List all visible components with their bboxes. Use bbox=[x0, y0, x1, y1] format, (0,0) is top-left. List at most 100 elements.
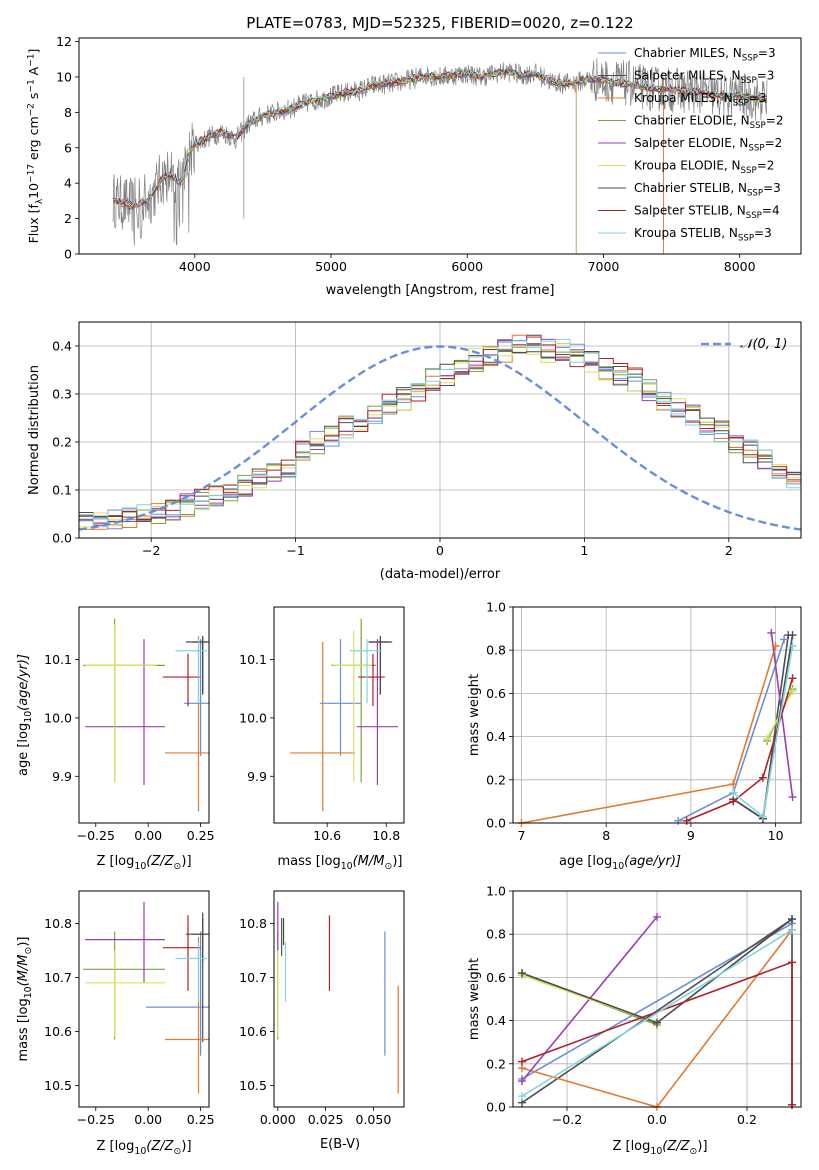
x-axis-label-part: 10 bbox=[650, 1146, 662, 1157]
weight-line-salpeter-miles bbox=[521, 918, 793, 1104]
x-axis-label-part: age [log bbox=[559, 854, 612, 869]
y-tick-label: 0.8 bbox=[486, 927, 506, 942]
x-tick-label: 10 bbox=[768, 828, 784, 843]
x-axis-label: E(B-V) bbox=[320, 1137, 360, 1152]
x-tick-label: 0.25 bbox=[187, 1112, 215, 1127]
x-axis-label-part: (Z/Z bbox=[146, 1139, 174, 1154]
plus-marker bbox=[788, 793, 797, 802]
legend-label-part: SSP bbox=[750, 121, 766, 131]
axes-age-vs-mass: 10.6 10.8 9.9 10.0 10.1 mass [log10​(M/M⊙​)] bbox=[239, 606, 405, 872]
y-axis-label-part: −17 bbox=[26, 164, 36, 183]
x-axis-label-part: 10 bbox=[341, 861, 353, 872]
legend-label: Kroupa STELIB, NSSP​=3 bbox=[634, 226, 772, 244]
x-axis-label-part: ⊙ bbox=[690, 1146, 698, 1157]
x-tick-label: 7 bbox=[517, 828, 525, 843]
legend-label-part: SSP bbox=[738, 234, 754, 244]
x-axis-label-part: )] bbox=[181, 854, 191, 869]
model-line-kroupa-stelib bbox=[113, 67, 767, 207]
x-axis-label-part: Z [log bbox=[96, 854, 134, 869]
legend-label-part: Salpeter ELODIE, N bbox=[634, 136, 748, 150]
plus-marker bbox=[780, 635, 789, 644]
x-axis-label-part: 10 bbox=[612, 861, 624, 872]
y-tick-label: 10.0 bbox=[239, 710, 267, 725]
axes-frame bbox=[78, 37, 802, 255]
y-axis-label-part: λ bbox=[35, 198, 45, 204]
legend-label-part: Chabrier ELODIE, N bbox=[634, 114, 750, 128]
x-axis-label: Z [log10​(Z/Z⊙​)] bbox=[96, 854, 191, 872]
legend-label: 𝒩(0, 1) bbox=[740, 337, 787, 352]
plot-area-age-vs-Z bbox=[83, 618, 209, 812]
legend-label-part: SSP bbox=[733, 99, 749, 109]
legend-label-part: =2 bbox=[766, 114, 784, 128]
axes-spectrum: 4000 5000 6000 7000 8000 0 2 4 6 8 10 12 PLATE=0783,… bbox=[26, 14, 802, 298]
axes-frame bbox=[78, 606, 210, 824]
plus-marker bbox=[674, 816, 683, 825]
y-axis-label-part: 10 bbox=[23, 711, 34, 723]
plus-marker bbox=[767, 628, 776, 637]
y-axis-label: Normed distribution bbox=[27, 365, 42, 495]
legend-label: Salpeter MILES, NSSP​=3 bbox=[634, 69, 774, 87]
weight-line-chabrier-miles bbox=[677, 639, 785, 822]
histogram-kroupa-stelib bbox=[79, 339, 801, 528]
y-tick-label: 10.5 bbox=[44, 1078, 72, 1093]
legend-label-part: Kroupa MILES, N bbox=[634, 91, 733, 105]
legend-label-part: SSP bbox=[741, 166, 757, 176]
y-tick-label: 0.0 bbox=[486, 816, 506, 831]
y-tick-label: 10.7 bbox=[239, 970, 267, 985]
y-axis-label: Flux [fλ​10−17​ erg cm−2​ s−1​ A−1​] bbox=[26, 49, 45, 244]
y-tick-label: 10 bbox=[56, 69, 72, 84]
plus-marker bbox=[788, 915, 796, 924]
y-axis-label-part: )] bbox=[16, 937, 31, 947]
y-tick-label: 10.6 bbox=[239, 1024, 267, 1039]
axes-weight-vs-age: 7 8 9 10 0.0 0.2 0.4 0.6 0.8 1.0 age [log10​(age/y… bbox=[467, 600, 802, 872]
axes-frame bbox=[273, 890, 405, 1108]
y-tick-label: 10.7 bbox=[44, 970, 72, 985]
x-tick-label: 0.0 bbox=[647, 1112, 667, 1127]
plus-marker bbox=[788, 958, 796, 967]
weight-line-kroupa-miles bbox=[521, 929, 793, 1107]
y-axis-label-part: erg cm bbox=[26, 116, 41, 164]
y-tick-label: 0.2 bbox=[52, 435, 72, 450]
y-tick-label: 10.8 bbox=[239, 916, 267, 931]
y-axis-label-part: (age/yr)] bbox=[16, 654, 31, 711]
y-tick-label: 12 bbox=[56, 34, 72, 49]
x-tick-label: 7000 bbox=[588, 259, 620, 274]
x-axis-label-part: )] bbox=[181, 1139, 191, 1154]
plus-marker bbox=[788, 1100, 796, 1109]
plus-marker bbox=[788, 631, 797, 640]
legend-label-part: =2 bbox=[765, 136, 783, 150]
x-axis-label-part: 10 bbox=[134, 861, 146, 872]
x-tick-label: 0.25 bbox=[187, 828, 215, 843]
plus-marker bbox=[788, 674, 797, 683]
y-tick-label: 10.6 bbox=[44, 1024, 72, 1039]
y-tick-label: 0.0 bbox=[486, 1100, 506, 1115]
y-tick-label: 0.4 bbox=[486, 1013, 506, 1028]
axes-weight-vs-Z: −0.2 0.0 0.2 0.0 0.2 0.4 0.6 0.8 1.0 Z [log10​(Z/… bbox=[467, 884, 802, 1157]
axes-mass-vs-Z: −0.25 0.00 0.25 10.5 10.6 10.7 10.8 Z [log10​(Z… bbox=[16, 890, 215, 1157]
legend-label: Chabrier MILES, NSSP​=3 bbox=[634, 46, 776, 64]
y-tick-label: 6 bbox=[64, 140, 72, 155]
weight-line-salpeter-miles bbox=[732, 634, 790, 821]
axes-frame bbox=[512, 606, 802, 824]
y-tick-label: 9.9 bbox=[247, 769, 267, 784]
y-tick-label: 1.0 bbox=[486, 600, 506, 615]
y-tick-label: 0.2 bbox=[486, 1056, 506, 1071]
plus-marker bbox=[788, 687, 797, 696]
x-axis-label-part: )] bbox=[697, 1139, 707, 1154]
x-axis-label-part: ⊙ bbox=[174, 861, 182, 872]
legend-label-part: SSP bbox=[748, 144, 764, 154]
x-tick-label: −2 bbox=[142, 543, 160, 558]
x-axis-label: (data-model)/error bbox=[380, 567, 501, 582]
y-axis-label-part: 10 bbox=[23, 986, 34, 998]
plus-marker bbox=[653, 912, 661, 921]
y-tick-label: 0.1 bbox=[52, 483, 72, 498]
legend-label-part: =4 bbox=[762, 204, 780, 218]
plus-marker bbox=[771, 641, 780, 650]
weight-line-salpeter-stelib bbox=[686, 678, 794, 822]
legend-label-part: Chabrier MILES, N bbox=[634, 46, 742, 60]
y-axis-label: mass weight bbox=[467, 958, 482, 1040]
x-tick-label: 0.000 bbox=[260, 1112, 296, 1127]
y-axis-label-part: −1 bbox=[26, 79, 36, 92]
x-tick-label: −0.25 bbox=[77, 1112, 115, 1127]
